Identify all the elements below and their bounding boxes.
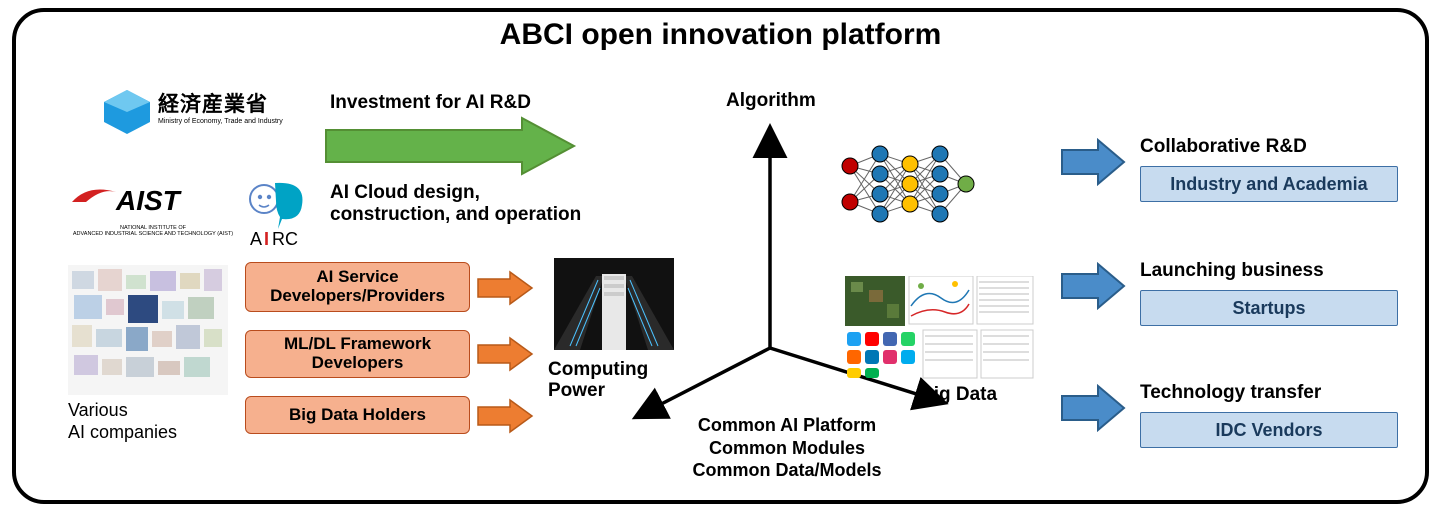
- axis-algorithm: Algorithm: [726, 90, 816, 112]
- blue-arrow-2: [1060, 262, 1128, 310]
- orange-arrow-2: [476, 336, 536, 372]
- common-line-3: Common Data/Models: [662, 459, 912, 482]
- output-box-3: IDC Vendors: [1140, 412, 1398, 448]
- output-box-2: Startups: [1140, 290, 1398, 326]
- common-line-2: Common Modules: [662, 437, 912, 460]
- blue-arrow-1: [1060, 138, 1128, 186]
- orange-box-ai-service: AI ServiceDevelopers/Providers: [245, 262, 470, 312]
- blue-arrow-3: [1060, 384, 1128, 432]
- svg-text:RC: RC: [272, 229, 298, 249]
- green-arrow-top-label: Investment for AI R&D: [330, 92, 531, 114]
- orange-box-mldl: ML/DL FrameworkDevelopers: [245, 330, 470, 378]
- aist-logo-subtext: NATIONAL INSTITUTE OFADVANCED INDUSTRIAL…: [68, 225, 238, 237]
- meti-logo-en: Ministry of Economy, Trade and Industry: [158, 118, 330, 125]
- output-label-3: Technology transfer: [1140, 382, 1321, 404]
- neural-net-icon: [836, 140, 976, 230]
- output-label-1: Collaborative R&D: [1140, 136, 1307, 158]
- various-ai-label: VariousAI companies: [68, 400, 177, 443]
- common-line-1: Common AI Platform: [662, 414, 912, 437]
- meti-logo-jp: 経済産業省: [158, 88, 330, 118]
- green-arrow-bottom-label: AI Cloud design,construction, and operat…: [330, 182, 581, 226]
- svg-text:I: I: [264, 229, 269, 249]
- meti-logo: 経済産業省 Ministry of Economy, Trade and Ind…: [100, 88, 330, 136]
- svg-text:A: A: [250, 229, 262, 249]
- bigdata-collage: [845, 276, 1035, 380]
- common-platform-text: Common AI Platform Common Modules Common…: [662, 414, 912, 482]
- investment-arrow: [322, 116, 582, 180]
- ai-companies-collage: [68, 265, 228, 395]
- output-box-1: Industry and Academia: [1140, 166, 1398, 202]
- airc-logo: A I RC: [242, 175, 308, 256]
- orange-box-bigdata: Big Data Holders: [245, 396, 470, 434]
- aist-logo: AIST NATIONAL INSTITUTE OFADVANCED INDUS…: [68, 180, 238, 237]
- output-label-2: Launching business: [1140, 260, 1324, 282]
- orange-arrow-1: [476, 270, 536, 306]
- axis-big-data: Big Data: [920, 384, 997, 406]
- diagram-title: ABCI open innovation platform: [0, 18, 1441, 52]
- orange-arrow-3: [476, 398, 536, 434]
- svg-text:AIST: AIST: [115, 185, 183, 216]
